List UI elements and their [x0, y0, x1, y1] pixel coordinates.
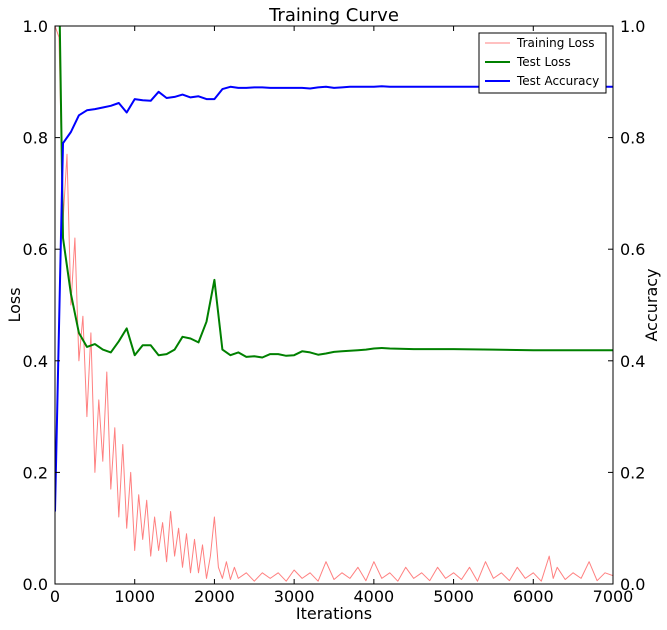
y2-tick-label: 0.4	[620, 352, 645, 371]
y-axis-title: Loss	[5, 287, 24, 322]
series-layer	[55, 26, 613, 582]
x-tick-label: 1000	[114, 587, 155, 606]
y2-tick-label: 0.2	[620, 463, 645, 482]
chart-title: Training Curve	[268, 5, 399, 26]
y-tick-label: 0.4	[23, 352, 48, 371]
y-tick-label: 1.0	[23, 17, 48, 36]
y2-tick-label: 0.8	[620, 129, 645, 148]
y-tick-label: 0.0	[23, 575, 48, 594]
x-tick-label: 7000	[593, 587, 634, 606]
y2-tick-label: 0.0	[620, 575, 645, 594]
test-loss-line	[58, 26, 613, 359]
y-tick-label: 0.2	[23, 463, 48, 482]
y-tick-label: 0.8	[23, 129, 48, 148]
x-tick-label: 5000	[433, 587, 474, 606]
y-tick-label: 0.6	[23, 240, 48, 259]
x-tick-label: 0	[50, 587, 60, 606]
test-accuracy-line	[55, 85, 613, 512]
test-accuracy-legend-label: Test Accuracy	[516, 74, 599, 88]
legend: Training Loss Test Loss Test Accuracy	[478, 32, 607, 94]
x-tick-label: 4000	[353, 587, 394, 606]
training-loss-line	[55, 26, 613, 582]
x-tick-label: 3000	[274, 587, 315, 606]
y2-tick-label: 0.6	[620, 240, 645, 259]
x-axis: 0 1000 2000 3000 4000 5000 6000 7000	[50, 26, 633, 606]
training-loss-legend-label: Training Loss	[516, 36, 594, 50]
y-axis-right: 0.0 0.2 0.4 0.6 0.8 1.0	[608, 17, 645, 594]
test-loss-legend-label: Test Loss	[516, 55, 571, 69]
plot-frame	[54, 25, 614, 585]
y2-axis-title: Accuracy	[642, 268, 661, 341]
x-axis-title: Iterations	[296, 604, 372, 623]
y-axis-left: 0.0 0.2 0.4 0.6 0.8 1.0	[23, 17, 60, 594]
y2-tick-label: 1.0	[620, 17, 645, 36]
x-tick-label: 2000	[194, 587, 235, 606]
x-tick-label: 6000	[513, 587, 554, 606]
